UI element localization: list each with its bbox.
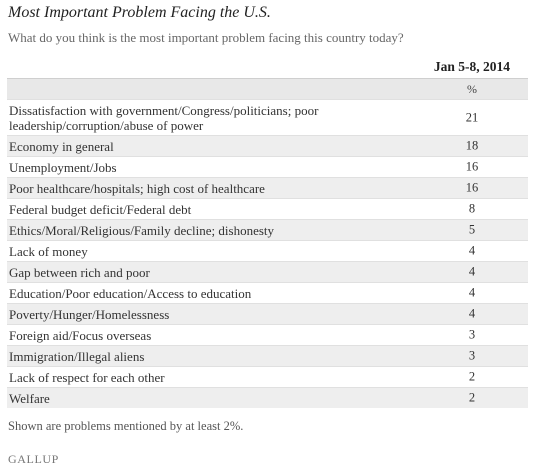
gallup-logo: GALLUP [8,452,59,466]
table-row: Poverty/Hunger/Homelessness 4 [7,303,528,324]
row-value: 3 [468,327,476,342]
header-row: Jan 5-8, 2014 [7,56,528,78]
row-label: Immigration/Illegal aliens [9,349,145,364]
data-table: Jan 5-8, 2014 % Dissatisfaction with gov… [7,56,528,408]
row-label: Gap between rich and poor [9,265,150,280]
chart-subtitle: What do you think is the most important … [8,30,404,45]
row-label: Lack of respect for each other [9,370,165,385]
row-label: Economy in general [9,139,114,154]
table-row: Unemployment/Jobs 16 [7,156,528,177]
row-label: Poor healthcare/hospitals; high cost of … [9,181,265,196]
row-value: 2 [468,390,476,405]
table-row: Immigration/Illegal aliens 3 [7,345,528,366]
table-row: Lack of respect for each other 2 [7,366,528,387]
row-label: Federal budget deficit/Federal debt [9,202,192,217]
row-value: 4 [468,285,476,300]
row-label: Welfare [9,391,50,406]
row-label: Foreign aid/Focus overseas [9,328,152,343]
row-value: 2 [468,369,476,384]
row-value: 4 [468,243,476,258]
table-body: Dissatisfaction with government/Congress… [7,99,528,408]
row-value: 3 [468,348,476,363]
row-value: 16 [465,180,479,195]
table-row: Ethics/Moral/Religious/Family decline; d… [7,219,528,240]
column-header-date: Jan 5-8, 2014 [433,59,511,74]
row-value: 8 [468,201,476,216]
table-row: Economy in general 18 [7,135,528,156]
row-value: 4 [468,264,476,279]
table-row: Federal budget deficit/Federal debt 8 [7,198,528,219]
row-label: Unemployment/Jobs [9,160,117,175]
table-row: Lack of money 4 [7,240,528,261]
row-label: Poverty/Hunger/Homelessness [9,307,170,322]
row-value: 5 [468,222,476,237]
table-row: Foreign aid/Focus overseas 3 [7,324,528,345]
chart-title: Most Important Problem Facing the U.S. [8,4,271,21]
table-row: Dissatisfaction with government/Congress… [7,99,528,135]
row-label: Dissatisfaction with government/Congress… [9,103,319,133]
table-row: Welfare 2 [7,387,528,408]
table-row: Poor healthcare/hospitals; high cost of … [7,177,528,198]
footnote: Shown are problems mentioned by at least… [8,419,244,433]
table-row: Education/Poor education/Access to educa… [7,282,528,303]
row-label: Education/Poor education/Access to educa… [9,286,252,301]
row-label: Ethics/Moral/Religious/Family decline; d… [9,223,275,238]
row-value: 16 [465,159,479,174]
row-value: 18 [465,138,479,153]
unit-row: % [7,78,528,99]
table-row: Gap between rich and poor 4 [7,261,528,282]
row-label: Lack of money [9,244,88,259]
row-value: 4 [468,306,476,321]
row-value: 21 [465,110,479,124]
unit-label: % [467,82,477,96]
